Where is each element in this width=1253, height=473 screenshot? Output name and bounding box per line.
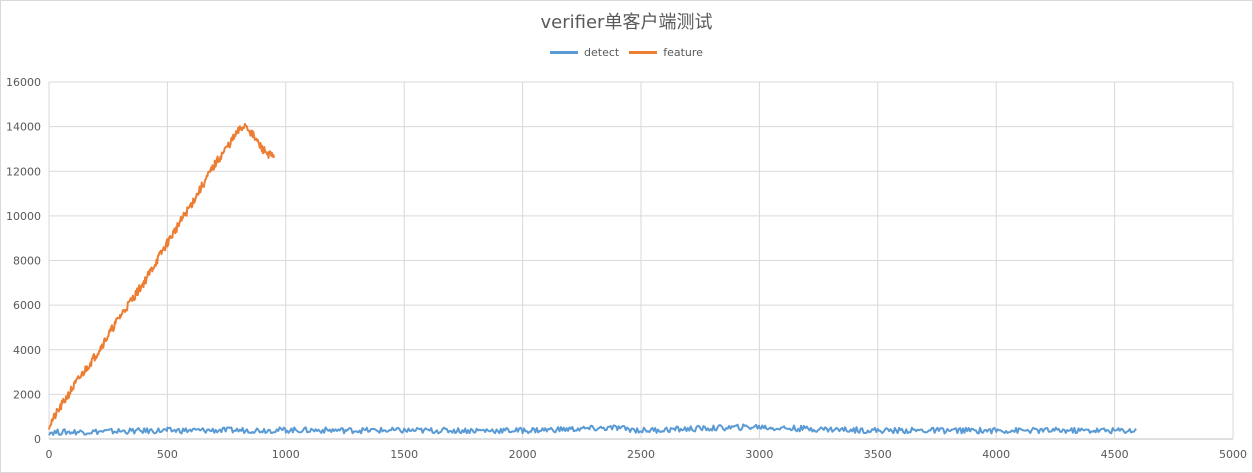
y-tick-label: 4000 xyxy=(13,344,41,357)
y-tick-label: 2000 xyxy=(13,388,41,401)
legend-label-detect: detect xyxy=(584,46,620,59)
legend-label-feature: feature xyxy=(663,46,703,59)
y-tick-label: 12000 xyxy=(6,165,41,178)
y-tick-label: 16000 xyxy=(6,76,41,89)
legend-swatch-detect xyxy=(550,51,579,54)
series-feature xyxy=(48,122,275,430)
y-tick-label: 10000 xyxy=(6,210,41,223)
x-tick-label: 3500 xyxy=(864,448,892,461)
x-tick-label: 1500 xyxy=(390,448,418,461)
legend-swatch-feature xyxy=(629,51,658,54)
x-tick-label: 4000 xyxy=(982,448,1010,461)
y-tick-label: 14000 xyxy=(6,121,41,134)
x-tick-label: 2000 xyxy=(509,448,537,461)
x-tick-label: 4500 xyxy=(1101,448,1129,461)
x-tick-label: 0 xyxy=(46,448,53,461)
legend-item-feature[interactable]: feature xyxy=(629,46,703,59)
axes: 0 2000 4000 6000 8000 10000 12000 14000 16000 0 50… xyxy=(6,76,1247,461)
x-tick-label: 1000 xyxy=(272,448,300,461)
chart-title: verifier单客户端测试 xyxy=(540,12,713,33)
detect-line xyxy=(48,423,1137,436)
grid xyxy=(48,81,1234,440)
y-tick-label: 0 xyxy=(34,433,41,446)
series-detect xyxy=(48,423,1137,436)
legend: detect feature xyxy=(0,46,1253,59)
x-tick-label: 5000 xyxy=(1219,448,1247,461)
y-tick-label: 6000 xyxy=(13,299,41,312)
x-tick-label: 3000 xyxy=(745,448,773,461)
x-tick-label: 500 xyxy=(157,448,178,461)
x-tick-label: 2500 xyxy=(627,448,655,461)
y-tick-label: 8000 xyxy=(13,255,41,268)
legend-item-detect[interactable]: detect xyxy=(550,46,619,59)
feature-line xyxy=(48,122,275,430)
